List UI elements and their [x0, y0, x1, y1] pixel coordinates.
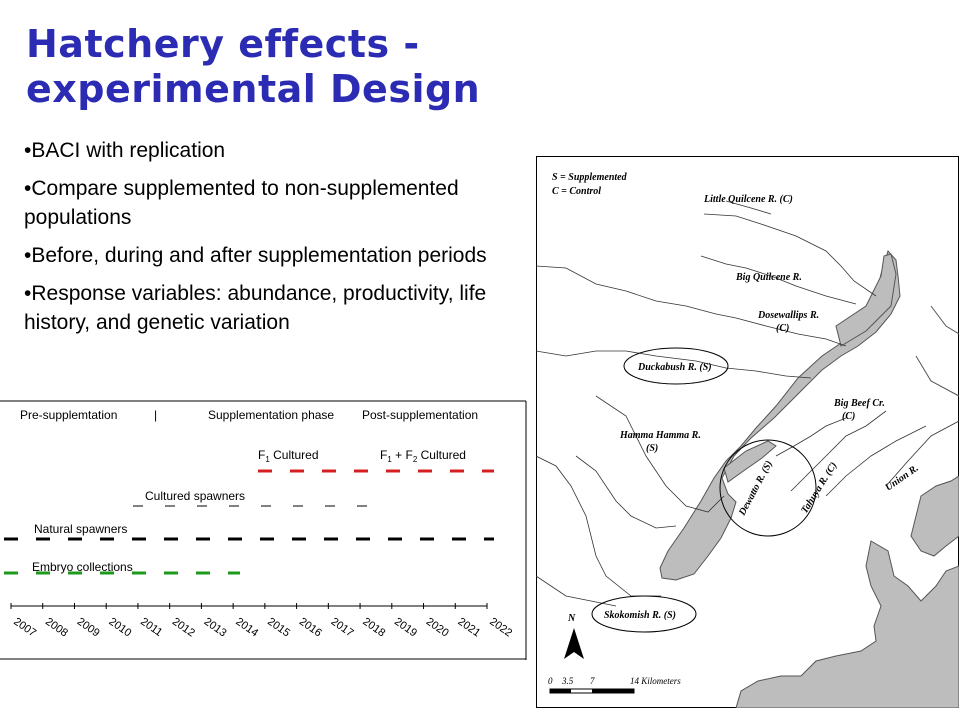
cultured-spawners-label: Cultured spawners: [145, 489, 245, 503]
bullet-item: •Before, during and after supplementatio…: [24, 244, 487, 267]
bullet-list: •BACI with replication •Compare suppleme…: [24, 136, 524, 346]
river-lines: [536, 200, 959, 607]
label-big-beef: Big Beef Cr.: [833, 398, 885, 409]
phase-during-label: Supplementation phase: [208, 408, 334, 422]
scale-3-5: 3.5: [561, 676, 574, 686]
year-label: 2016: [297, 616, 324, 640]
bullet-item: •BACI with replication: [24, 139, 226, 162]
scale-bar-seg1: [550, 689, 571, 693]
year-label: 2020: [424, 616, 451, 640]
phase-pre-label: Pre-supplemtation: [20, 408, 117, 422]
hood-canal-water: [659, 250, 901, 581]
label-little-quilcene: Little Quilcene R. (C): [703, 194, 793, 205]
embryo-collections-label: Embryo collections: [32, 560, 133, 574]
title-line-1: Hatchery effects -: [26, 22, 420, 66]
bullet-item: •Compare supplemented to non-supplemente…: [24, 177, 459, 229]
year-label: 2009: [75, 616, 102, 640]
f1f2-cultured-label: F1 + F2 Cultured: [380, 448, 466, 464]
f1-cultured-label: F1 Cultured: [258, 448, 319, 464]
label-big-quilcene: Big Quilcene R.: [735, 272, 802, 283]
east-water: [735, 540, 959, 708]
legend-supplemented: S = Supplemented: [552, 172, 628, 183]
scale-7: 7: [590, 676, 595, 686]
legend-control: C = Control: [552, 186, 601, 197]
year-label: 2013: [202, 616, 229, 640]
year-label: 2007: [11, 616, 38, 640]
slide-title: Hatchery effects - experimental Design: [26, 22, 480, 112]
phase-post-label: Post-supplementation: [362, 408, 478, 422]
north-east-shore: [915, 305, 959, 397]
year-label: 2008: [43, 616, 70, 640]
canal-arm-upper: [835, 253, 897, 347]
scale-14-km: 14 Kilometers: [630, 676, 681, 686]
year-label: 2015: [265, 616, 292, 640]
timeline-diagram: Pre-supplemtation | Supplementation phas…: [0, 400, 527, 660]
label-big-beef-code: (C): [842, 411, 855, 422]
label-hamma-hamma-code: (S): [646, 443, 658, 454]
skokomish-circle: [591, 595, 697, 633]
year-label: 2017: [329, 616, 356, 640]
hood-canal-map: S = Supplemented C = Control Little Quil…: [536, 156, 959, 708]
year-ticks: 2007 2008 2009 2010 2011 2012 2013 2014 2015 2016…: [10, 603, 514, 640]
label-dosewallips: Dosewallips R.: [757, 310, 819, 321]
dewatto-circle: [719, 439, 817, 537]
year-label: 2010: [106, 616, 133, 640]
label-skokomish: Skokomish R. (S): [604, 610, 676, 621]
title-line-2: experimental Design: [26, 67, 481, 111]
year-label: 2012: [170, 616, 197, 640]
year-label: 2018: [360, 616, 387, 640]
year-label: 2022: [487, 616, 514, 640]
natural-spawners-label: Natural spawners: [34, 522, 127, 536]
year-label: 2011: [138, 616, 164, 639]
label-duckabush: Duckabush R. (S): [637, 362, 712, 373]
label-hamma-hamma: Hamma Hamma R.: [619, 430, 701, 441]
year-label: 2021: [456, 616, 483, 640]
north-label: N: [567, 613, 576, 624]
year-label: 2019: [392, 616, 419, 640]
phase-divider: |: [154, 408, 157, 422]
scale-bar-seg3: [592, 689, 634, 693]
scale-0: 0: [548, 676, 553, 686]
bullet-item: •Response variables: abundance, producti…: [24, 282, 487, 334]
north-arrow-icon: [564, 628, 584, 659]
duckabush-circle: [623, 347, 729, 385]
label-dosewallips-code: (C): [776, 323, 789, 334]
east-inlet-water: [910, 475, 959, 557]
year-label: 2014: [233, 616, 260, 640]
dewatto-inlet: [723, 440, 777, 483]
